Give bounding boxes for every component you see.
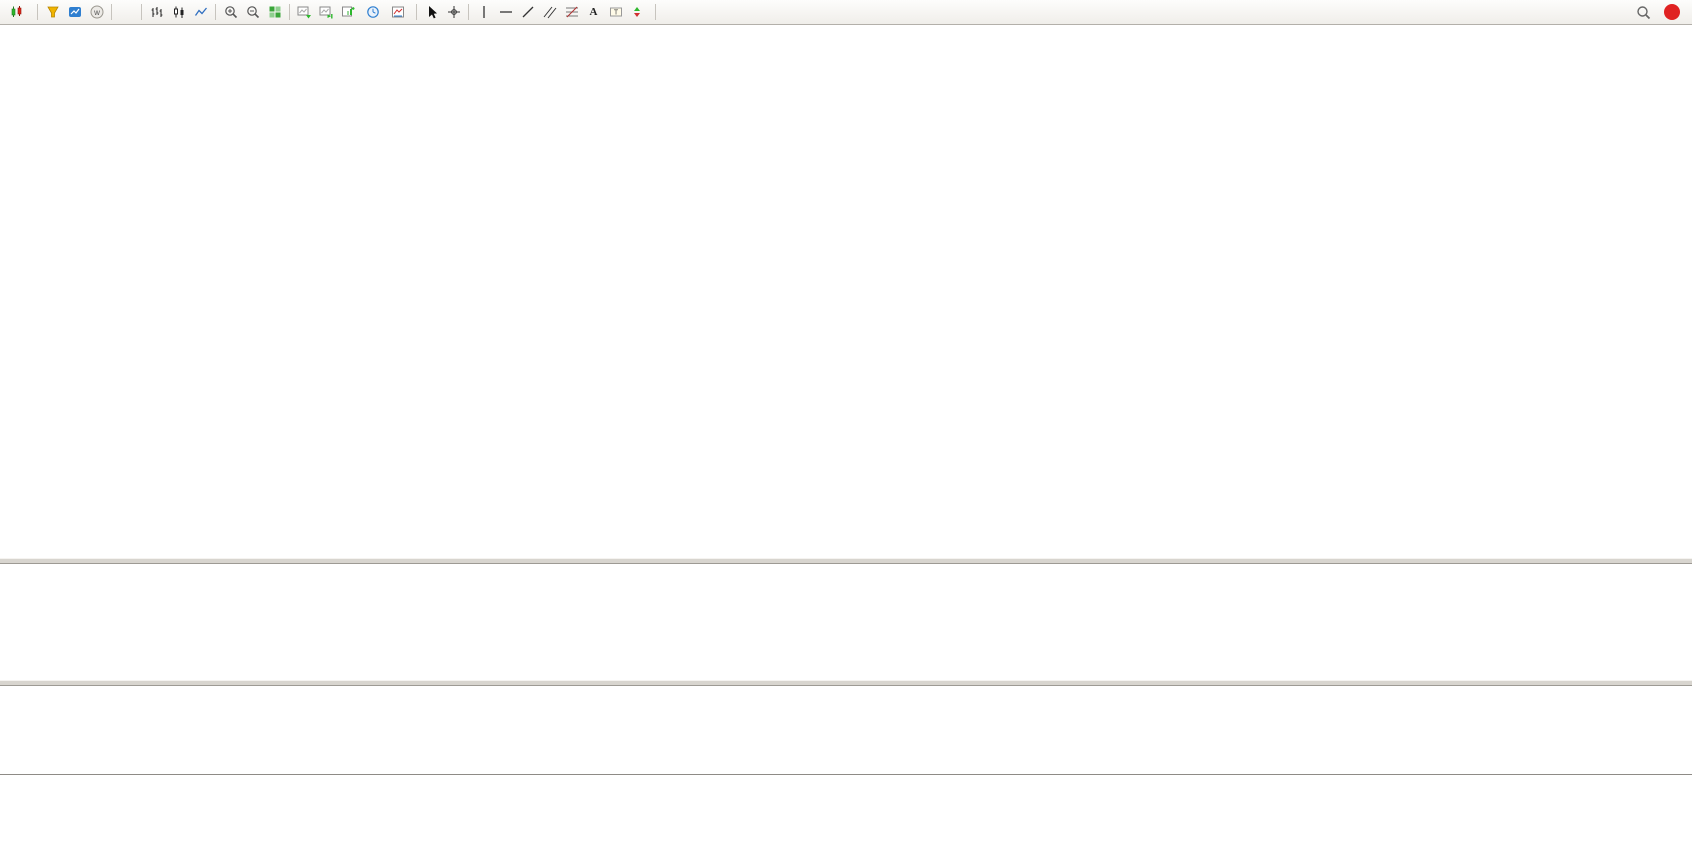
new-chart-icon <box>342 6 355 17</box>
text-tool-button[interactable]: A <box>583 2 604 23</box>
crosshair-icon <box>447 6 460 18</box>
zoom-out-button[interactable] <box>242 2 263 23</box>
template-button[interactable] <box>388 2 412 23</box>
market-watch-icon <box>68 7 81 17</box>
toolbar-separator <box>37 4 38 20</box>
zoom-in-icon <box>224 6 237 19</box>
panel-splitter[interactable] <box>0 680 1692 686</box>
main-toolbar: w <box>0 0 1692 25</box>
community-icon: w <box>90 5 103 19</box>
text-label-tool-button[interactable]: T <box>605 2 626 23</box>
channel-tool-button[interactable] <box>539 2 560 23</box>
channel-icon <box>543 6 556 19</box>
filter-button[interactable] <box>42 2 63 23</box>
text-tool-icon: A <box>589 6 598 18</box>
time-axis[interactable] <box>0 774 1692 798</box>
autotrade-button[interactable] <box>116 2 137 23</box>
panel-splitter[interactable] <box>0 558 1692 564</box>
chart-shift-icon <box>319 6 333 19</box>
horizontal-line-tool-button[interactable] <box>495 2 516 23</box>
search-icon <box>1637 5 1651 19</box>
price-chart-canvas[interactable] <box>0 25 1692 558</box>
toolbar-separator <box>416 4 417 20</box>
toolbar-separator <box>111 4 112 20</box>
clock-icon <box>367 6 379 18</box>
crosshair-button[interactable] <box>443 2 464 23</box>
auto-scroll-button[interactable] <box>294 2 315 23</box>
period-button[interactable] <box>363 2 387 23</box>
text-label-icon: T <box>609 7 622 17</box>
trendline-icon <box>522 6 533 18</box>
candlestick-icon <box>173 6 183 18</box>
cursor-icon <box>428 6 437 19</box>
rsi-panel-canvas[interactable] <box>0 686 1692 774</box>
tile-windows-icon <box>269 6 280 18</box>
tile-windows-button[interactable] <box>264 2 285 23</box>
search-button[interactable] <box>1633 2 1654 23</box>
candlestick-chart-button[interactable] <box>168 2 189 23</box>
svg-text:T: T <box>613 10 618 17</box>
funnel-icon <box>46 6 59 18</box>
new-order-button[interactable] <box>4 2 33 23</box>
vertical-line-icon <box>482 6 485 18</box>
toolbar-separator <box>289 4 290 20</box>
new-chart-button[interactable] <box>338 2 362 23</box>
toolbar-separator <box>468 4 469 20</box>
new-order-icon <box>11 6 22 17</box>
cursor-button[interactable] <box>421 2 442 23</box>
macd-panel-canvas[interactable] <box>0 564 1692 680</box>
chart-shift-button[interactable] <box>316 2 337 23</box>
toolbar-separator <box>215 4 216 20</box>
line-chart-icon <box>194 7 207 16</box>
trendline-tool-button[interactable] <box>517 2 538 23</box>
line-chart-button[interactable] <box>190 2 211 23</box>
arrows-icon <box>634 7 640 17</box>
toolbar-separator <box>655 4 656 20</box>
toolbar-separator <box>141 4 142 20</box>
zoom-in-button[interactable] <box>220 2 241 23</box>
toolbar-right-group <box>1633 2 1688 23</box>
bottom-filler <box>0 798 1692 855</box>
auto-scroll-icon <box>297 6 311 19</box>
arrows-tool-button[interactable] <box>627 2 651 23</box>
community-button[interactable]: w <box>86 2 107 23</box>
zoom-out-icon <box>246 6 259 19</box>
bar-chart-icon <box>151 7 162 17</box>
svg-text:w: w <box>93 8 100 17</box>
template-icon <box>392 6 404 18</box>
fibonacci-icon <box>565 6 578 18</box>
market-watch-button[interactable] <box>64 2 85 23</box>
bar-chart-button[interactable] <box>146 2 167 23</box>
vertical-line-tool-button[interactable] <box>473 2 494 23</box>
horizontal-line-icon <box>499 11 512 13</box>
fibonacci-tool-button[interactable] <box>561 2 582 23</box>
chart-window <box>0 25 1692 855</box>
notification-badge[interactable] <box>1664 4 1680 20</box>
